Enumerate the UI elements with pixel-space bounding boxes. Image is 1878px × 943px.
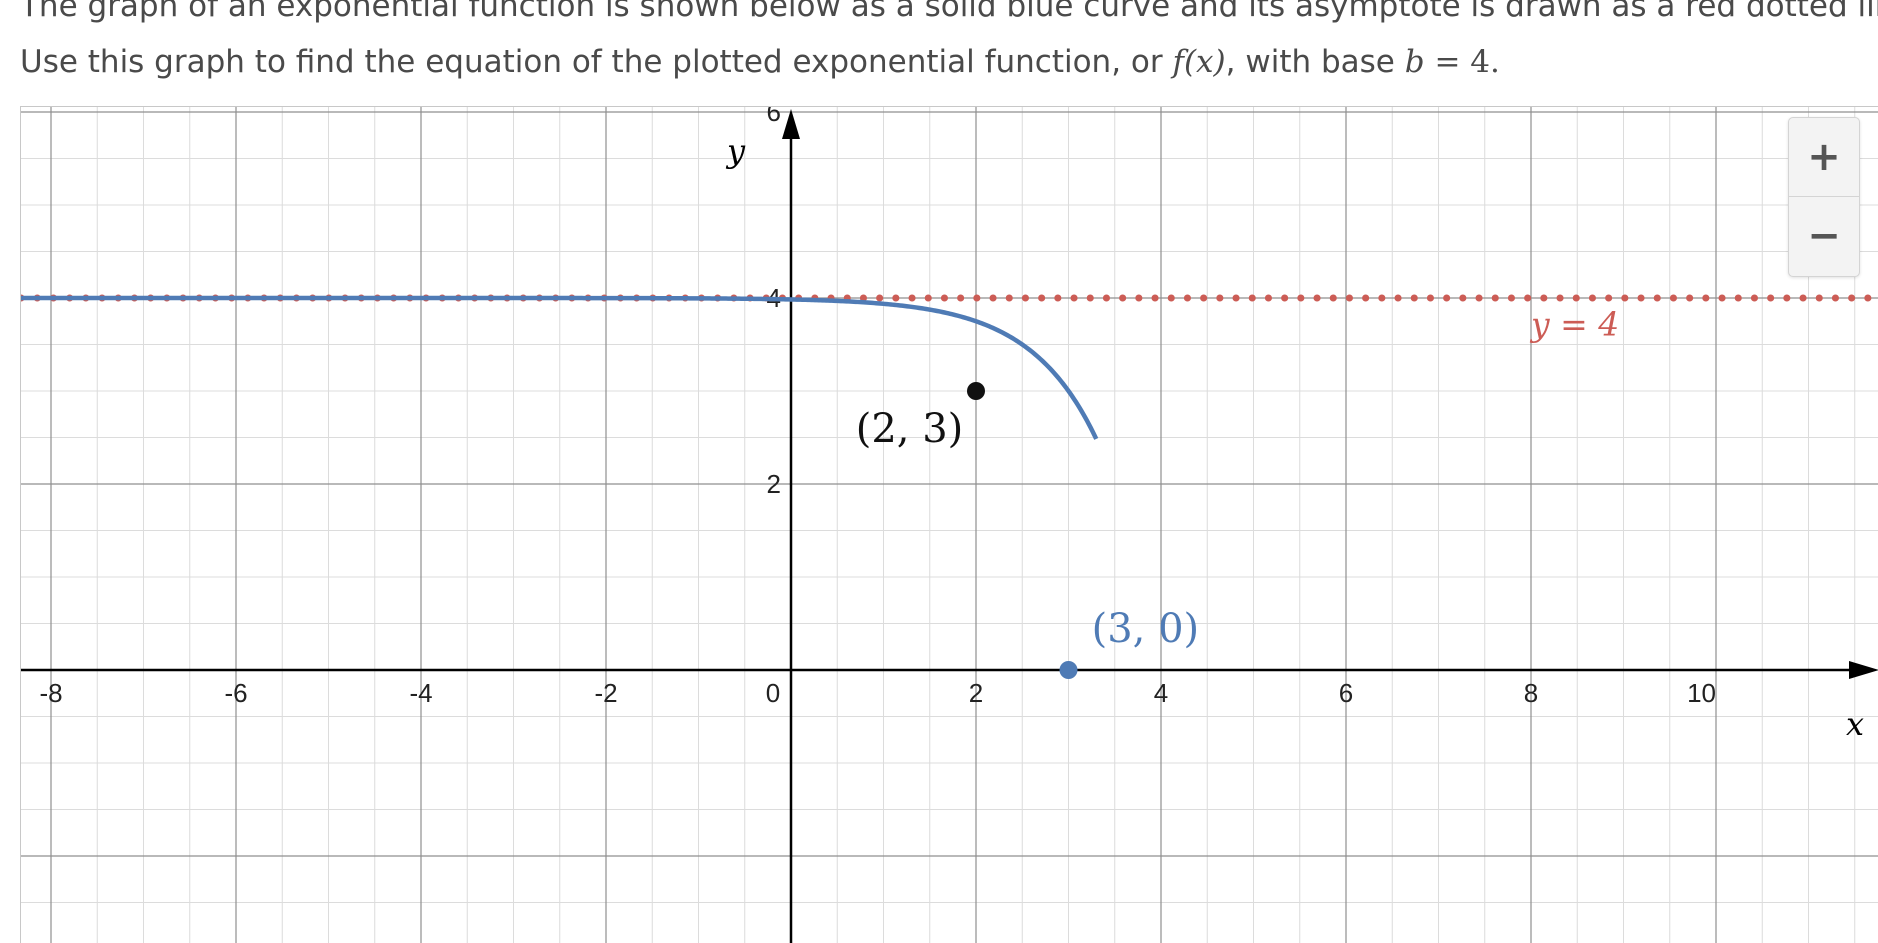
- y-axis-label: y: [725, 132, 746, 170]
- base-value: = 4.: [1424, 44, 1500, 80]
- question-prompt: The graph of an exponential function is …: [20, 0, 1878, 90]
- asymptote-label: y = 4: [1529, 304, 1619, 343]
- x-axis-arrow: [1849, 661, 1878, 679]
- x-tick-label: 4: [1154, 678, 1168, 708]
- x-tick-label: 6: [1339, 678, 1353, 708]
- x-intercept-label: (3, 0): [1092, 606, 1200, 652]
- prompt-line-2-middle: , with base: [1225, 44, 1405, 80]
- x-tick-label: 10: [1687, 678, 1716, 708]
- y-tick-label: 2: [767, 469, 781, 499]
- zoom-in-button[interactable]: +: [1789, 118, 1859, 197]
- prompt-line-1: The graph of an exponential function is …: [20, 0, 1878, 24]
- x-tick-label: -4: [409, 678, 432, 708]
- x-tick-label: -8: [39, 678, 62, 708]
- function-notation: f(x): [1172, 44, 1226, 80]
- plotted-point: [967, 382, 985, 400]
- x-tick-label: 2: [969, 678, 983, 708]
- y-tick-label: 6: [767, 107, 781, 127]
- x-tick-label: -6: [224, 678, 247, 708]
- exponential-curve: [21, 295, 1099, 440]
- base-variable: b: [1404, 44, 1425, 80]
- point-label: (2, 3): [856, 406, 964, 452]
- y-axis-arrow: [782, 109, 800, 139]
- zoom-out-button[interactable]: −: [1807, 213, 1841, 259]
- x-tick-label: 8: [1524, 678, 1538, 708]
- x-axis-label: x: [1846, 705, 1864, 743]
- prompt-line-2-text: Use this graph to find the equation of t…: [20, 44, 1173, 80]
- zoom-controls: + −: [1788, 117, 1860, 277]
- x-tick-label: 0: [766, 678, 780, 708]
- x-intercept-point: [1059, 661, 1078, 679]
- prompt-line-2: Use this graph to find the equation of t…: [20, 34, 1870, 90]
- x-tick-label: -2: [594, 678, 617, 708]
